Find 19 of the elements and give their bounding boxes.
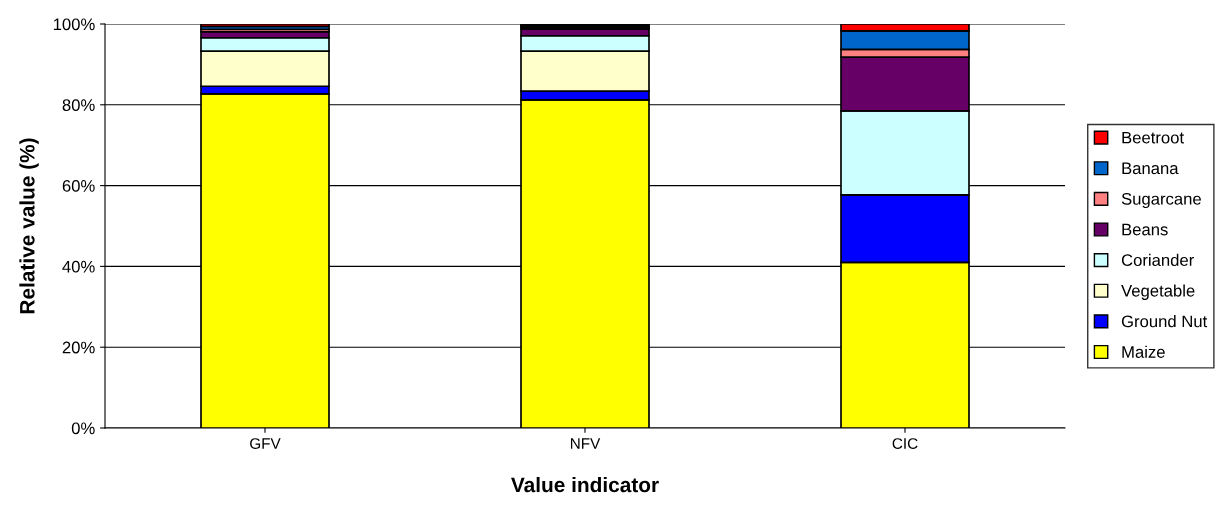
- legend-label: Maize: [1122, 345, 1165, 358]
- x-axis-title: Value indicator: [511, 476, 659, 493]
- legend-label: Banana: [1122, 162, 1179, 175]
- y-tick-label: 100%: [53, 18, 95, 31]
- legend-label: Ground Nut: [1121, 315, 1208, 328]
- legend-label: Beans: [1122, 223, 1168, 236]
- x-tick-label: GFV: [250, 438, 281, 449]
- legend-label: Beetroot: [1122, 131, 1184, 144]
- y-tick-label: 80%: [62, 99, 95, 111]
- legend-label: Vegetable: [1121, 284, 1195, 300]
- y-tick-label: 40%: [62, 260, 95, 273]
- legend-label: Sugarcane: [1121, 192, 1201, 209]
- y-tick-label: 20%: [62, 341, 95, 354]
- x-tick-label: NFV: [570, 438, 601, 449]
- legend-label: Coriander: [1121, 253, 1194, 267]
- y-axis-title: Relative value (%): [19, 138, 39, 314]
- y-tick-label: 60%: [62, 180, 95, 192]
- x-tick-label: CIC: [892, 438, 918, 449]
- y-tick-label: 0%: [71, 422, 95, 435]
